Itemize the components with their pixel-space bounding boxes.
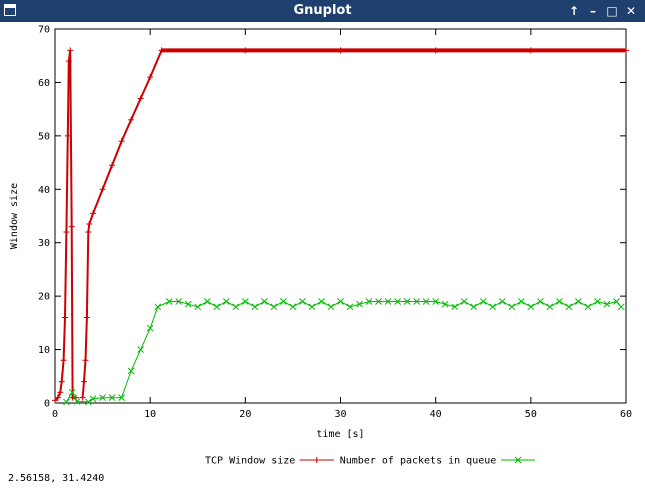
close-icon[interactable]: ✕	[625, 4, 637, 18]
x-tick-label: 20	[239, 409, 251, 420]
legend-tcp-window-label: TCP Window size	[205, 456, 295, 467]
queue-packets-series-point	[84, 398, 92, 406]
queue-packets-series-point	[584, 303, 592, 311]
queue-packets-series-point	[356, 300, 363, 308]
queue-packets-series-point	[394, 298, 401, 305]
queue-packets-series-point	[165, 298, 173, 305]
queue-packets-series-point	[308, 303, 316, 311]
legend-queue-packets-label: Number of packets in queue	[340, 456, 497, 467]
queue-packets-series-point	[270, 303, 278, 311]
x-tick-label: 30	[334, 409, 346, 420]
queue-packets-series-point	[127, 367, 135, 375]
queue-packets-series-point	[251, 303, 259, 311]
x-tick-label: 10	[144, 409, 156, 420]
queue-packets-series-point	[594, 298, 601, 305]
y-tick-label: 40	[38, 185, 50, 196]
queue-packets-series-point	[146, 324, 154, 332]
queue-packets-series-point	[517, 298, 525, 305]
queue-packets-series-point	[232, 303, 240, 311]
queue-packets-series-point	[565, 303, 573, 311]
queue-packets-series-point	[498, 298, 506, 305]
queue-packets-series-point	[603, 300, 611, 308]
y-tick-label: 30	[38, 238, 50, 249]
queue-packets-series-point	[613, 298, 620, 305]
queue-packets-series-point	[556, 298, 563, 305]
window-menu-icon[interactable]	[4, 4, 16, 16]
plot-frame	[54, 28, 627, 404]
queue-packets-series-point	[108, 394, 116, 402]
y-tick-label: 20	[38, 292, 50, 303]
queue-packets-series-point	[546, 303, 554, 311]
queue-packets-series-point	[213, 303, 221, 311]
queue-packets-series-point	[384, 298, 392, 305]
y-axis-label: Window size	[9, 183, 20, 249]
title-bar[interactable]: Gnuplot ↑ – □ ✕	[0, 0, 645, 22]
tcp-window-series-line	[81, 49, 626, 398]
queue-packets-series-point	[299, 298, 306, 305]
queue-packets-series-point	[479, 298, 487, 305]
chart-svg: 0 10 20 30 40 50 60 0 10 20 30 40 50 60 70 time [s] Wind…	[9, 25, 632, 467]
queue-packets-series-point	[154, 303, 162, 311]
x-tick-label: 0	[52, 409, 58, 420]
y-tick-label: 70	[38, 25, 50, 36]
queue-packets-series-point	[432, 298, 440, 305]
queue-packets-series-point	[375, 298, 382, 305]
x-axis-label: time [s]	[316, 429, 364, 440]
legend-queue-packets-swatch-marker	[514, 456, 522, 464]
arrow-up-icon[interactable]: ↑	[568, 4, 580, 18]
queue-packets-series-point	[470, 303, 478, 311]
y-tick-label: 10	[38, 345, 50, 356]
queue-packets-series-point	[536, 298, 544, 305]
tcp-window-series-line	[54, 50, 76, 402]
queue-packets-series-point	[99, 394, 106, 402]
queue-packets-series-point	[289, 303, 297, 311]
queue-packets-series-point	[73, 398, 81, 405]
queue-packets-series-point	[575, 298, 582, 305]
queue-packets-series-point	[137, 346, 145, 353]
queue-packets-series-point	[63, 398, 70, 406]
y-tick-label: 60	[38, 78, 50, 89]
queue-packets-series-point	[89, 395, 97, 403]
coordinate-readout: 2.56158, 31.4240	[8, 473, 105, 484]
queue-packets-series-point	[318, 298, 325, 305]
window-title: Gnuplot	[293, 3, 352, 18]
queue-packets-series-point	[184, 300, 192, 308]
queue-packets-series-point	[118, 394, 125, 402]
queue-packets-series-point	[261, 298, 268, 305]
queue-packets-series-point	[346, 303, 354, 311]
y-tick-label: 0	[44, 399, 50, 410]
y-tick-label: 50	[38, 131, 50, 142]
queue-packets-series-point	[175, 298, 183, 305]
queue-packets-series-point	[241, 298, 249, 305]
x-tick-label: 40	[430, 409, 442, 420]
queue-packets-series-point	[222, 298, 230, 305]
queue-packets-series-line	[65, 300, 622, 403]
x-tick-label: 50	[525, 409, 537, 420]
plot-canvas[interactable]: 0 10 20 30 40 50 60 0 10 20 30 40 50 60 70 time [s] Wind…	[0, 22, 645, 485]
queue-packets-series-point	[365, 298, 373, 305]
queue-packets-series-point	[527, 303, 535, 311]
queue-packets-series-point	[460, 298, 468, 305]
queue-packets-series-point	[68, 388, 76, 396]
queue-packets-series-point	[280, 298, 287, 305]
queue-packets-series-point	[441, 300, 449, 308]
queue-packets-series-point	[617, 303, 625, 311]
queue-packets-series-point	[508, 303, 516, 311]
queue-packets-series-point	[451, 303, 459, 311]
minimize-icon[interactable]: –	[590, 4, 596, 18]
queue-packets-series-point	[337, 298, 344, 305]
x-tick-label: 60	[620, 409, 632, 420]
queue-packets-series-point	[403, 298, 411, 305]
queue-packets-series-point	[489, 303, 497, 311]
queue-packets-series-point	[422, 298, 430, 305]
queue-packets-series-point	[413, 298, 420, 305]
maximize-icon[interactable]: □	[606, 4, 618, 18]
queue-packets-series-point	[203, 298, 211, 305]
queue-packets-series-point	[327, 303, 335, 311]
queue-packets-series-point	[194, 303, 202, 311]
